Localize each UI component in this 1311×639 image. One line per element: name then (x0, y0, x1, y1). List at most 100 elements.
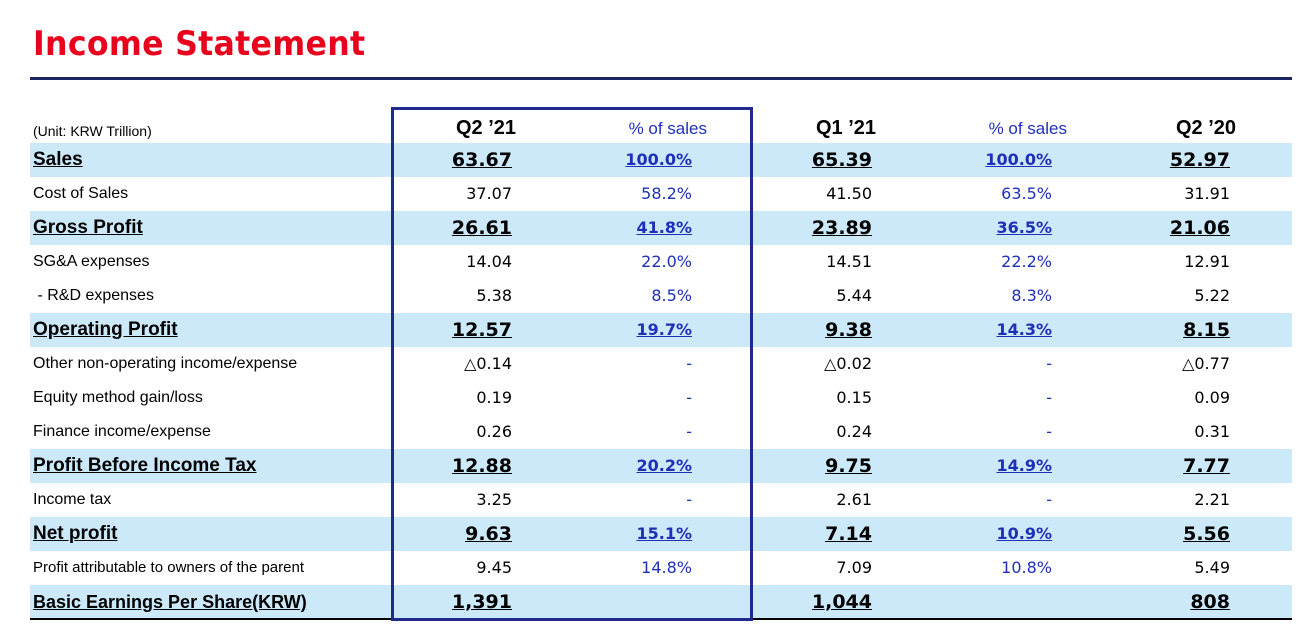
pct-q2-21 (572, 585, 692, 619)
pct-q2-21: 41.8% (636, 218, 692, 237)
value-q2-20: 0.31 (1194, 422, 1230, 441)
value-q1-21: △0.02 (824, 354, 872, 373)
row-label: SG&A expenses (33, 253, 150, 270)
row-label: Profit attributable to owners of the par… (33, 559, 304, 576)
value-q1-21: 7.09 (836, 558, 872, 577)
value-q2-21: 0.19 (476, 388, 512, 407)
value-q2-21: 12.88 (451, 455, 512, 477)
row-label: Income tax (33, 491, 112, 508)
table-row-other-non-operating: Other non-operating income/expense △0.14… (30, 347, 1292, 381)
value-q1-21: 14.51 (826, 252, 872, 271)
value-q2-21: 9.63 (465, 523, 512, 545)
value-q2-20: 31.91 (1184, 184, 1230, 203)
header-q2-20: Q2 ’20 (1175, 117, 1236, 139)
pct-q1-21: 36.5% (996, 218, 1052, 237)
row-label: Gross Profit (33, 217, 143, 238)
pct-q1-21: 10.9% (996, 524, 1052, 543)
table-row-gross-profit: Gross Profit 26.61 41.8% 23.89 36.5% 21.… (30, 211, 1292, 245)
value-q2-21: 5.38 (476, 286, 512, 305)
table-bottom-border (30, 618, 1292, 620)
pct-q2-21: 22.0% (641, 252, 692, 271)
value-q2-20: 21.06 (1169, 217, 1230, 239)
value-q2-20: 12.91 (1184, 252, 1230, 271)
value-q1-21: 9.75 (825, 455, 872, 477)
pct-q1-21: - (1046, 422, 1052, 441)
header-pct-q1-21: % of sales (988, 119, 1067, 138)
pct-q1-21: 10.8% (1001, 558, 1052, 577)
title-divider (30, 77, 1292, 80)
pct-q2-21: - (686, 354, 692, 373)
value-q1-21: 1,044 (811, 591, 872, 613)
table-row-finance-income: Finance income/expense 0.26 - 0.24 - 0.3… (30, 415, 1292, 449)
table-row-profit-attributable: Profit attributable to owners of the par… (30, 551, 1292, 585)
value-q2-20: 808 (1190, 591, 1230, 613)
value-q2-21: 0.26 (476, 422, 512, 441)
row-label: Cost of Sales (33, 185, 129, 202)
row-label: Basic Earnings Per Share(KRW) (33, 592, 307, 612)
pct-q1-21 (932, 585, 1052, 619)
header-q2-21: Q2 ’21 (455, 117, 516, 139)
pct-q2-21: - (686, 422, 692, 441)
pct-q1-21: 8.3% (1011, 286, 1052, 305)
value-q1-21: 0.24 (836, 422, 872, 441)
pct-q2-21: - (686, 490, 692, 509)
table-row-profit-before-tax: Profit Before Income Tax 12.88 20.2% 9.7… (30, 449, 1292, 483)
value-q1-21: 2.61 (836, 490, 872, 509)
value-q2-21: 37.07 (466, 184, 512, 203)
value-q2-20: 5.56 (1183, 523, 1230, 545)
value-q2-20: 8.15 (1183, 319, 1230, 341)
pct-q2-21: 100.0% (625, 150, 692, 169)
value-q2-20: 5.22 (1194, 286, 1230, 305)
value-q2-21: 26.61 (451, 217, 512, 239)
pct-q2-21: 20.2% (636, 456, 692, 475)
row-label: Other non-operating income/expense (33, 355, 298, 372)
table-row-cost-of-sales: Cost of Sales 37.07 58.2% 41.50 63.5% 31… (30, 177, 1292, 211)
value-q1-21: 0.15 (836, 388, 872, 407)
table-row-income-tax: Income tax 3.25 - 2.61 - 2.21 (30, 483, 1292, 517)
value-q2-20: 52.97 (1169, 149, 1230, 171)
value-q2-21: △0.14 (464, 354, 512, 373)
row-label: Finance income/expense (33, 423, 211, 440)
value-q1-21: 65.39 (811, 149, 872, 171)
value-q1-21: 7.14 (825, 523, 872, 545)
table-row-equity-method: Equity method gain/loss 0.19 - 0.15 - 0.… (30, 381, 1292, 415)
header-pct-q2-21: % of sales (628, 119, 707, 138)
table-header: (Unit: KRW Trillion) Q2 ’21 % of sales Q… (30, 109, 1292, 143)
table-row-net-profit: Net profit 9.63 15.1% 7.14 10.9% 5.56 (30, 517, 1292, 551)
value-q2-20: 0.09 (1194, 388, 1230, 407)
pct-q1-21: 63.5% (1001, 184, 1052, 203)
pct-q1-21: 14.9% (996, 456, 1052, 475)
value-q2-20: 7.77 (1183, 455, 1230, 477)
pct-q2-21: 14.8% (641, 558, 692, 577)
value-q2-21: 1,391 (451, 591, 512, 613)
value-q1-21: 9.38 (825, 319, 872, 341)
page-title: Income Statement (33, 24, 366, 64)
value-q2-21: 3.25 (476, 490, 512, 509)
table-row-basic-eps: Basic Earnings Per Share(KRW) 1,391 1,04… (30, 585, 1292, 619)
pct-q2-21: - (686, 388, 692, 407)
pct-q2-21: 8.5% (651, 286, 692, 305)
row-label: - R&D expenses (33, 287, 154, 304)
row-label: Equity method gain/loss (33, 389, 203, 406)
unit-note: (Unit: KRW Trillion) (33, 123, 152, 139)
value-q1-21: 5.44 (836, 286, 872, 305)
value-q2-20: △0.77 (1182, 354, 1230, 373)
value-q2-20: 5.49 (1194, 558, 1230, 577)
value-q2-20: 2.21 (1194, 490, 1230, 509)
value-q1-21: 41.50 (826, 184, 872, 203)
row-label: Sales (33, 149, 83, 170)
pct-q1-21: - (1046, 354, 1052, 373)
row-label: Net profit (33, 523, 118, 544)
table-row-rnd-expenses: - R&D expenses 5.38 8.5% 5.44 8.3% 5.22 (30, 279, 1292, 313)
table-row-sales: Sales 63.67 100.0% 65.39 100.0% 52.97 (30, 143, 1292, 177)
pct-q1-21: 14.3% (996, 320, 1052, 339)
pct-q1-21: 100.0% (985, 150, 1052, 169)
value-q2-21: 63.67 (451, 149, 512, 171)
row-label: Profit Before Income Tax (33, 455, 257, 476)
row-label: Operating Profit (33, 319, 178, 340)
pct-q2-21: 19.7% (636, 320, 692, 339)
value-q1-21: 23.89 (811, 217, 872, 239)
table-row-sga-expenses: SG&A expenses 14.04 22.0% 14.51 22.2% 12… (30, 245, 1292, 279)
pct-q1-21: - (1046, 388, 1052, 407)
pct-q2-21: 15.1% (636, 524, 692, 543)
